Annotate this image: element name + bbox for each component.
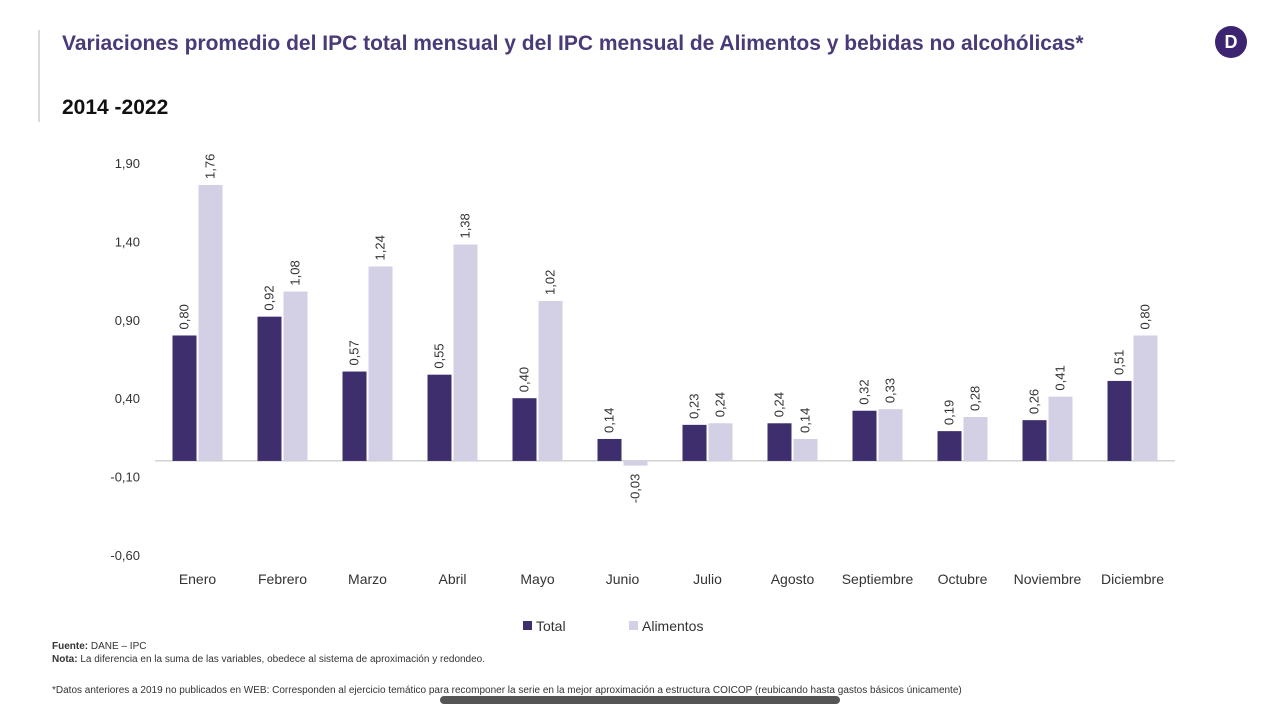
page-title: Variaciones promedio del IPC total mensu…: [62, 32, 1084, 55]
x-tick-label: Abril: [438, 571, 466, 587]
bar-total: [767, 423, 792, 461]
note-label: Nota:: [52, 654, 78, 665]
data-label: 0,23: [687, 394, 702, 419]
x-tick-label: Enero: [179, 571, 217, 587]
bar-total: [1022, 420, 1047, 461]
bar-total: [257, 316, 282, 461]
bar-total: [512, 398, 537, 461]
x-tick-label: Julio: [693, 571, 722, 587]
bar-alimentos: [453, 244, 478, 461]
data-label: 0,41: [1053, 365, 1068, 390]
bar-alimentos: [878, 409, 903, 461]
data-label: 0,80: [1138, 304, 1153, 329]
bar-alimentos: [1133, 335, 1158, 461]
bar-alimentos: [1048, 396, 1073, 461]
footnote: *Datos anteriores a 2019 no publicados e…: [52, 685, 962, 696]
data-label: 0,32: [857, 379, 872, 404]
data-label: 1,02: [543, 270, 558, 295]
data-label: 0,24: [772, 392, 787, 417]
bar-alimentos: [283, 291, 308, 461]
bar-total: [937, 431, 962, 461]
data-label: 1,08: [288, 260, 303, 285]
title-divider: [38, 30, 40, 122]
note-text: La diferencia en la suma de las variable…: [77, 654, 486, 665]
bar-total: [597, 438, 622, 461]
x-tick-label: Agosto: [771, 571, 815, 587]
y-tick-label: 0,90: [115, 313, 140, 328]
bar-total: [172, 335, 197, 461]
y-tick-label: 0,40: [115, 391, 140, 406]
x-tick-label: Septiembre: [842, 571, 914, 587]
note-line: Nota: La diferencia en la suma de las va…: [52, 653, 485, 666]
bar-total: [682, 424, 707, 461]
data-label: 0,14: [602, 408, 617, 433]
y-tick-label: 1,40: [115, 234, 140, 249]
data-label: 0,14: [798, 408, 813, 433]
source-text: DANE – IPC: [88, 641, 147, 652]
horizontal-scrollbar[interactable]: [440, 696, 840, 704]
source-line: Fuente: DANE – IPC: [52, 640, 146, 653]
page-subtitle: 2014 -2022: [62, 96, 169, 119]
y-tick-label: -0,10: [110, 470, 140, 485]
data-label: -0,03: [628, 474, 643, 504]
x-tick-label: Diciembre: [1101, 571, 1164, 587]
legend-label: Alimentos: [642, 618, 703, 634]
x-tick-label: Marzo: [348, 571, 387, 587]
data-label: 0,33: [883, 378, 898, 403]
dane-logo: D: [1215, 26, 1247, 58]
bar-alimentos: [793, 438, 818, 461]
data-label: 0,28: [968, 386, 983, 411]
data-label: 0,40: [517, 367, 532, 392]
y-tick-label: 1,90: [115, 156, 140, 171]
bar-alimentos: [623, 460, 648, 466]
x-tick-label: Junio: [606, 571, 640, 587]
data-label: 1,38: [458, 213, 473, 238]
bar-alimentos: [198, 184, 223, 461]
x-tick-label: Febrero: [258, 571, 307, 587]
bar-total: [1107, 380, 1132, 461]
bar-total: [852, 410, 877, 461]
legend-swatch: [629, 621, 638, 630]
data-label: 0,55: [432, 343, 447, 368]
source-label: Fuente:: [52, 641, 89, 652]
data-label: 0,26: [1027, 389, 1042, 414]
legend-label: Total: [536, 618, 566, 634]
bar-alimentos: [963, 417, 988, 461]
data-label: 0,92: [262, 285, 277, 310]
data-label: 0,80: [177, 304, 192, 329]
bar-alimentos: [368, 266, 393, 461]
bar-alimentos: [538, 300, 563, 461]
data-label: 0,57: [347, 340, 362, 365]
legend-swatch: [523, 621, 532, 630]
x-tick-label: Mayo: [520, 571, 554, 587]
data-label: 1,24: [373, 235, 388, 260]
data-label: 0,19: [942, 400, 957, 425]
data-label: 0,24: [713, 392, 728, 417]
y-tick-label: -0,60: [110, 548, 140, 563]
bar-alimentos: [708, 423, 733, 461]
bar-total: [427, 374, 452, 461]
x-tick-label: Noviembre: [1014, 571, 1082, 587]
bar-total: [342, 371, 367, 461]
data-label: 1,76: [203, 154, 218, 179]
x-tick-label: Octubre: [938, 571, 988, 587]
data-label: 0,51: [1112, 350, 1127, 375]
